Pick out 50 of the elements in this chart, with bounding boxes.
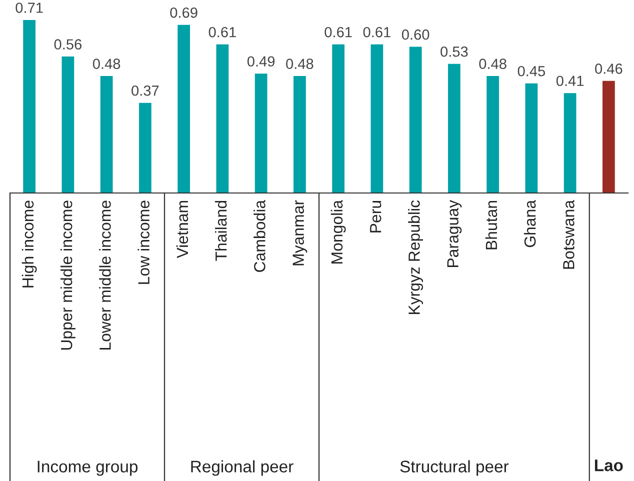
x-tick-label: Thailand (214, 200, 227, 261)
x-tick-label: Cambodia (254, 200, 266, 272)
bar (294, 76, 306, 193)
x-tick-label: Bhutan (485, 200, 498, 250)
bar (178, 24, 190, 193)
data-label: 0.48 (92, 58, 120, 69)
data-label: 0.61 (208, 26, 236, 38)
x-axis-title: Structural peer (400, 460, 509, 476)
bar (216, 44, 229, 193)
data-label: 0.41 (556, 76, 584, 86)
bar (409, 46, 422, 193)
x-tick-label: Botswana (563, 200, 574, 269)
bar (62, 56, 74, 193)
data-label: 0.71 (16, 2, 43, 13)
bar (139, 102, 152, 193)
bar (100, 76, 113, 193)
data-label: 0.61 (363, 26, 390, 38)
x-tick-label: Mongolia (330, 200, 346, 264)
x-tick-label: Lower middle income (99, 200, 111, 350)
data-label: 0.61 (324, 26, 352, 38)
data-label: 0.49 (247, 56, 275, 67)
x-tick-label: Vietnam (176, 200, 188, 258)
x-axis-title: Income group (38, 460, 138, 476)
data-label: 0.37 (132, 85, 159, 96)
bar (23, 20, 36, 193)
bar (486, 76, 499, 193)
bar (564, 93, 576, 193)
x-tick-label: Paraguay (447, 200, 462, 268)
x-tick-label: Myanmar (292, 200, 308, 266)
x-tick-label: Upper middle income (60, 200, 76, 350)
x-tick-label: High income (22, 200, 37, 288)
x-tick-label: Lao (594, 460, 623, 472)
bar (332, 44, 344, 193)
bar (254, 74, 268, 193)
x-tick-label: Low income (138, 200, 150, 284)
data-label: 0.56 (54, 39, 82, 50)
bar (448, 64, 460, 193)
data-label: 0.69 (170, 7, 198, 18)
x-tick-label: Ghana (524, 200, 536, 248)
data-label: 0.53 (440, 46, 468, 57)
data-label: 0.46 (595, 64, 622, 74)
data-label: 0.60 (402, 29, 430, 40)
x-tick-label: Kyrgyz Republic (408, 200, 424, 314)
data-label: 0.48 (286, 58, 314, 69)
x-tick-label: Peru (370, 201, 382, 232)
x-axis-title: Regional peer (191, 460, 294, 476)
bar (370, 44, 384, 193)
bar (525, 83, 538, 193)
data-label: 0.45 (518, 66, 546, 76)
data-label: 0.48 (479, 58, 506, 69)
